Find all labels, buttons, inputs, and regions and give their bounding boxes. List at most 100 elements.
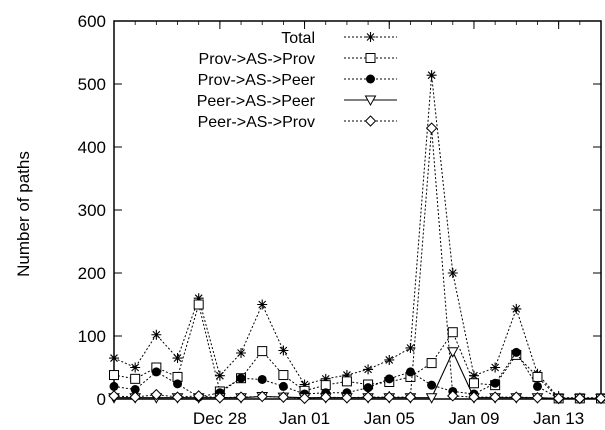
series-line [113,75,601,399]
y-tick-label: 600 [78,12,106,31]
series-line [113,351,601,399]
data-point [490,362,501,373]
series-line [113,128,601,399]
y-tick-label: 500 [78,75,106,94]
data-point [405,342,416,353]
data-point [130,373,141,384]
data-point [531,392,544,404]
legend-marker [364,115,377,127]
data-point [447,390,459,402]
data-point [446,347,459,358]
data-point [151,329,162,340]
y-axis: 0 100 200 300 400 500 600 [78,12,601,409]
data-point [425,393,438,404]
data-point [384,374,394,384]
data-point [384,354,395,365]
y-tick-label: 400 [78,138,106,157]
data-point [468,370,479,381]
data-point [595,392,605,405]
legend-label: Peer->AS->Prov [198,114,315,131]
data-point [362,391,374,403]
data-point [108,390,120,402]
data-point [363,364,374,375]
legend-label: Prov->AS->Peer [198,72,316,89]
data-point [129,391,141,403]
data-point [447,327,458,338]
legend-marker [365,53,376,63]
data-point [404,391,417,403]
legend-label: Total [281,30,315,47]
series-0 [109,70,605,403]
data-point [235,391,247,403]
x-tick-label: Jan 01 [279,409,330,428]
data-point [298,392,311,405]
y-axis-title: Number of paths [14,151,33,277]
data-point [172,353,183,364]
data-point [532,371,543,382]
data-point [278,370,289,381]
data-point [320,373,331,384]
series-line [113,302,601,399]
data-point [552,392,565,405]
data-point [341,370,352,381]
legend-marker [365,32,376,42]
data-point [151,367,161,377]
data-point [383,391,395,403]
data-point [427,380,437,390]
data-point [511,303,522,314]
data-point [236,373,246,383]
x-tick-label: Jan 13 [533,409,584,428]
data-point [320,391,332,403]
data-point [532,381,542,391]
data-point [405,367,415,377]
data-point [299,379,310,390]
plot-border [113,20,602,400]
x-tick-label: Jan 05 [364,409,415,428]
data-point [193,299,204,310]
data-point [214,392,226,404]
y-tick-label: 200 [78,264,106,283]
data-point [257,346,268,357]
legend-marker [366,74,375,84]
y-tick-label: 0 [97,390,106,409]
data-point [490,378,500,388]
data-point [341,376,352,387]
x-axis: Dec 28 Jan 01 Jan 05 Jan 09 Jan 13 [113,21,602,428]
data-point [426,70,437,81]
data-point [193,293,204,304]
data-point [489,391,501,403]
y-tick-label: 300 [78,201,106,220]
y-tick-label: 100 [78,327,106,346]
series-2 [109,347,605,403]
legend-label: Peer->AS->Peer [197,93,316,110]
data-point [214,370,225,381]
legend-marker [364,95,377,107]
data-point [130,385,140,395]
data-point [468,378,479,389]
data-point [236,348,247,359]
series-line [114,350,601,399]
data-point [511,347,521,357]
data-point [192,390,205,402]
data-point [109,353,119,364]
data-point [363,383,373,393]
data-point [277,391,290,403]
x-tick-label: Dec 28 [193,409,247,428]
data-point [468,391,480,403]
data-point [278,345,289,356]
data-point [426,358,437,369]
data-point [256,390,268,403]
legend-label: Prov->AS->Prov [199,51,315,68]
plot-frame [113,20,602,400]
data-point [278,381,288,391]
data-point [257,374,267,384]
data-point [130,362,141,373]
data-point [341,392,353,404]
data-point [574,392,586,405]
data-point [510,391,523,403]
data-point [173,379,183,389]
data-point [447,268,458,278]
legend: Total Prov->AS->Prov Prov->AS->Peer Peer->A… [197,30,397,131]
data-point [109,370,119,381]
series-layer [108,70,605,405]
